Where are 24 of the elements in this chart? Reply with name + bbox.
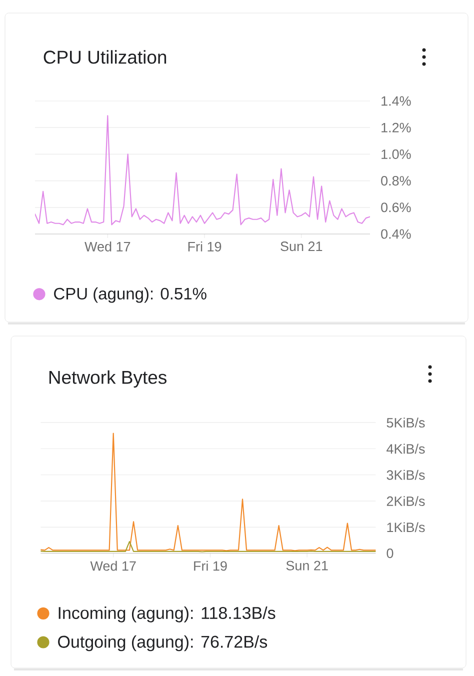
y-tick-label: 5KiB/s xyxy=(386,418,425,428)
y-tick-label: 1.2% xyxy=(382,122,411,132)
legend-label: Outgoing (agung): 76.72B/s xyxy=(58,635,268,652)
legend-label: CPU (agung): 0.51% xyxy=(54,287,206,303)
legend-label: Incoming (agung): 118.13B/s xyxy=(58,606,276,622)
line-series xyxy=(35,115,370,226)
x-tick-label: Wed 17 xyxy=(90,560,136,571)
x-tick-label: Wed 17 xyxy=(84,242,130,252)
y-tick-label: 0.4% xyxy=(381,229,411,239)
x-tick-label: Fri 19 xyxy=(188,242,222,252)
y-tick-label: 1.0% xyxy=(382,149,411,159)
y-tick-label: 1KiB/s xyxy=(387,522,425,532)
y-tick-label: 2KiB/s xyxy=(386,496,425,506)
y-tick-label: 0.8% xyxy=(381,176,411,186)
y-tick-label: 0 xyxy=(386,548,394,558)
y-tick-label: 4KiB/s xyxy=(386,444,425,454)
x-tick-label: Sun 21 xyxy=(286,560,328,570)
chart-title: Network Bytes xyxy=(49,370,166,388)
y-tick-label: 0.6% xyxy=(381,202,411,212)
y-tick-label: 1.4% xyxy=(382,96,411,106)
chart-title: CPU Utilization xyxy=(44,50,166,64)
y-tick-label: 3KiB/s xyxy=(386,470,425,480)
x-tick-label: Fri 19 xyxy=(194,560,227,571)
x-tick-label: Sun 21 xyxy=(280,242,322,252)
